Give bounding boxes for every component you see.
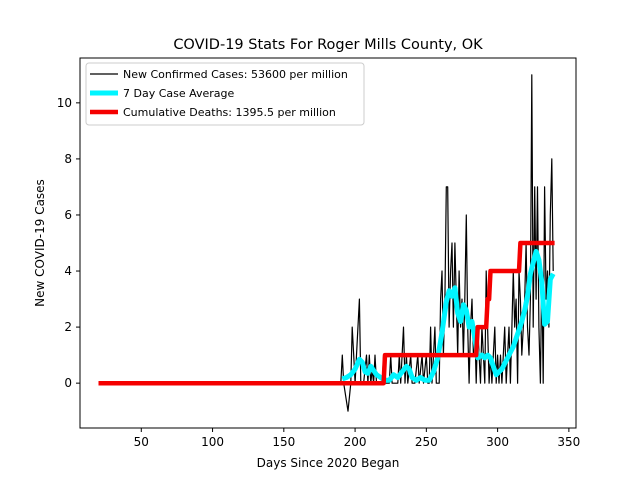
x-tick-label: 300 [486, 435, 509, 449]
plot-area [98, 74, 556, 412]
x-axis-label: Days Since 2020 Began [257, 456, 400, 470]
y-tick-label: 0 [64, 376, 72, 390]
legend: New Confirmed Cases: 53600 per million 7 … [85, 62, 365, 126]
legend-label: Cumulative Deaths: 1395.5 per million [123, 106, 336, 119]
series-line-2 [341, 248, 556, 383]
legend-label: 7 Day Case Average [123, 87, 235, 100]
x-tick-label: 200 [344, 435, 367, 449]
chart-title: COVID-19 Stats For Roger Mills County, O… [173, 37, 483, 53]
y-axis: 0 2 4 6 8 10 [57, 96, 80, 390]
y-axis-label: New COVID-19 Cases [33, 179, 47, 307]
series-line-3 [98, 240, 555, 386]
x-tick-label: 250 [415, 435, 438, 449]
x-tick-label: 50 [134, 435, 149, 449]
x-tick-label: 150 [272, 435, 295, 449]
x-axis: 50 100 150 200 250 300 350 [134, 428, 580, 449]
legend-box [85, 62, 365, 126]
legend-label: New Confirmed Cases: 53600 per million [123, 68, 348, 81]
x-tick-label: 350 [557, 435, 580, 449]
y-tick-label: 6 [64, 208, 72, 222]
plot-frame [79, 57, 577, 429]
x-tick-label: 100 [201, 435, 224, 449]
y-tick-label: 10 [57, 96, 72, 110]
y-tick-label: 2 [64, 320, 72, 334]
y-tick-label: 4 [64, 264, 72, 278]
y-tick-label: 8 [64, 152, 72, 166]
